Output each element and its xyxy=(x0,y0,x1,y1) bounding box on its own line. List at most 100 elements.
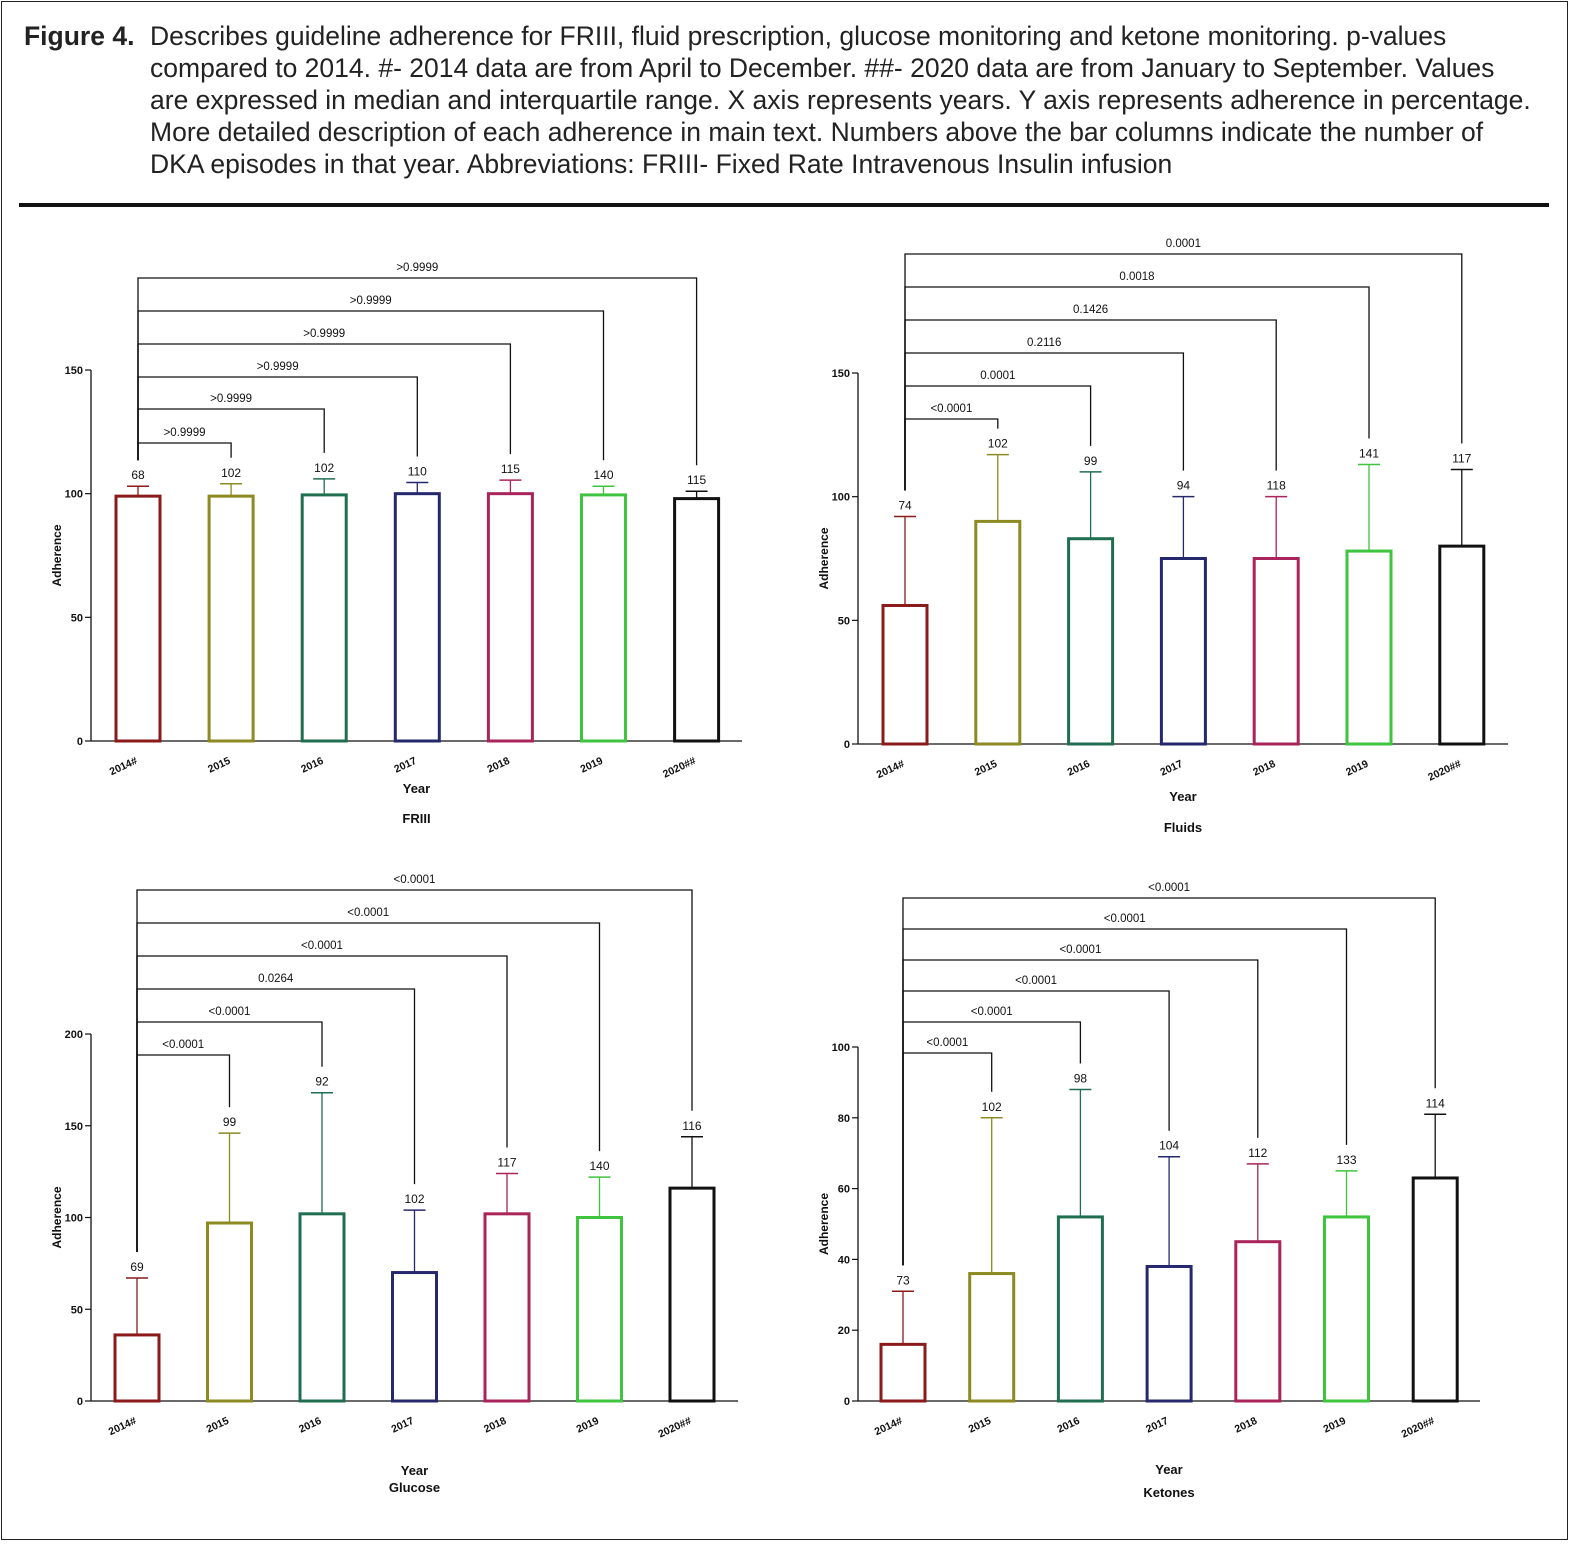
significance-bracket xyxy=(136,988,416,1253)
y-tick-label: 60 xyxy=(838,1184,850,1196)
p-value-label: <0.0001 xyxy=(1148,882,1190,894)
x-tick-label: 2016 xyxy=(299,755,325,776)
y-tick-label: 0 xyxy=(77,1396,83,1408)
p-value-label: >0.9999 xyxy=(350,295,392,307)
x-tick-label: 2019 xyxy=(579,755,605,776)
episode-count-label: 118 xyxy=(1267,479,1286,493)
y-tick-label: 150 xyxy=(65,365,83,377)
chart-friii: 0 50 100 150 Adherence 68 2014# 102 2015 102 2016 1… xyxy=(50,262,742,826)
bar xyxy=(974,519,1022,746)
p-value-label: >0.9999 xyxy=(396,262,438,274)
p-value-label: <0.0001 xyxy=(162,1039,204,1051)
p-value-label: <0.0001 xyxy=(1015,975,1057,987)
p-value-label: 0.0018 xyxy=(1119,271,1154,283)
episode-count-label: 102 xyxy=(314,461,334,475)
bar xyxy=(1234,1240,1282,1403)
y-tick-label: 0 xyxy=(844,739,850,751)
p-value-label: 0.0001 xyxy=(980,370,1015,382)
x-axis-title: Year xyxy=(1155,1462,1182,1477)
y-tick-label: 50 xyxy=(71,1304,83,1316)
x-tick-label: 2018 xyxy=(1251,758,1277,779)
p-value-label: >0.9999 xyxy=(257,361,299,373)
x-axis-title: Year xyxy=(1169,789,1196,804)
significance-bracket xyxy=(137,310,605,461)
episode-count-label: 115 xyxy=(687,473,706,487)
bar xyxy=(300,493,348,743)
episode-count-label: 140 xyxy=(593,468,613,482)
significance-bracket xyxy=(904,253,1463,491)
p-value-label: <0.0001 xyxy=(930,403,972,415)
x-tick-label: 2020## xyxy=(661,755,698,781)
y-tick-label: 150 xyxy=(832,368,850,380)
episode-count-label: 92 xyxy=(315,1075,329,1089)
p-value-label: <0.0001 xyxy=(971,1006,1013,1018)
x-tick-label: 2020## xyxy=(656,1415,693,1441)
y-tick-label: 100 xyxy=(832,492,850,504)
figure-caption: Figure 4. Describes guideline adherence … xyxy=(24,20,1534,180)
x-tick-label: 2019 xyxy=(1322,1415,1348,1436)
episode-count-label: 68 xyxy=(131,468,145,482)
bar xyxy=(1145,1264,1193,1403)
x-tick-label: 2018 xyxy=(1233,1415,1259,1436)
x-tick-label: 2017 xyxy=(392,755,418,776)
episode-count-label: 102 xyxy=(221,466,241,480)
x-tick-label: 2014# xyxy=(873,1415,905,1438)
y-tick-label: 50 xyxy=(838,615,850,627)
bar xyxy=(393,492,441,743)
episode-count-label: 73 xyxy=(896,1273,910,1287)
episode-count-label: 74 xyxy=(898,498,912,512)
bar xyxy=(483,1212,531,1403)
y-axis-title: Adherence xyxy=(817,527,831,589)
p-value-label: >0.9999 xyxy=(210,393,252,405)
bar xyxy=(113,1333,161,1403)
episode-count-label: 98 xyxy=(1074,1071,1088,1085)
episode-count-label: 102 xyxy=(988,437,1008,451)
caption-divider xyxy=(19,203,1549,207)
significance-bracket xyxy=(902,897,1436,1266)
p-value-label: >0.9999 xyxy=(164,427,206,439)
y-tick-label: 100 xyxy=(832,1042,850,1054)
bar xyxy=(576,1216,623,1403)
x-tick-label: 2014# xyxy=(108,755,140,778)
episode-count-label: 141 xyxy=(1359,447,1379,461)
p-value-label: 0.1426 xyxy=(1073,304,1108,316)
x-tick-label: 2016 xyxy=(1066,758,1092,779)
x-tick-label: 2019 xyxy=(1344,758,1370,779)
chart-title: Glucose xyxy=(389,1480,440,1495)
episode-count-label: 112 xyxy=(1248,1146,1267,1160)
episode-count-label: 69 xyxy=(130,1260,144,1274)
significance-bracket xyxy=(904,352,1185,491)
bar xyxy=(881,603,929,746)
significance-bracket xyxy=(904,286,1370,491)
episode-count-label: 99 xyxy=(223,1115,237,1129)
bar xyxy=(1252,557,1300,746)
x-tick-label: 2015 xyxy=(967,1415,993,1436)
x-tick-label: 2020## xyxy=(1400,1415,1437,1441)
bar xyxy=(1411,1176,1459,1403)
episode-count-label: 99 xyxy=(1084,454,1098,468)
bar xyxy=(879,1342,927,1403)
bar xyxy=(1159,557,1207,746)
episode-count-label: 104 xyxy=(1159,1139,1179,1153)
episode-count-label: 117 xyxy=(1452,451,1471,465)
x-tick-label: 2018 xyxy=(485,755,511,776)
bar xyxy=(486,492,534,743)
significance-bracket xyxy=(904,418,999,491)
x-tick-label: 2016 xyxy=(297,1415,323,1436)
y-tick-label: 100 xyxy=(65,1213,83,1225)
y-tick-label: 40 xyxy=(838,1254,850,1266)
bar xyxy=(580,493,627,743)
y-axis-title: Adherence xyxy=(50,1186,64,1248)
episode-count-label: 102 xyxy=(404,1192,424,1206)
x-tick-label: 2019 xyxy=(575,1415,601,1436)
chart-ketones: 0 20 40 60 80 100 Adherence 73 2014# 102 2015 98 201… xyxy=(817,882,1480,1500)
p-value-label: 0.0001 xyxy=(1166,238,1201,250)
significance-bracket xyxy=(136,922,601,1253)
chart-fluids: 0 50 100 150 Adherence 74 2014# 102 2015 99 2016 94… xyxy=(817,238,1508,835)
x-tick-label: 2017 xyxy=(1158,758,1184,779)
bar xyxy=(1345,549,1393,746)
bar xyxy=(1067,537,1115,746)
x-tick-label: 2016 xyxy=(1055,1415,1081,1436)
